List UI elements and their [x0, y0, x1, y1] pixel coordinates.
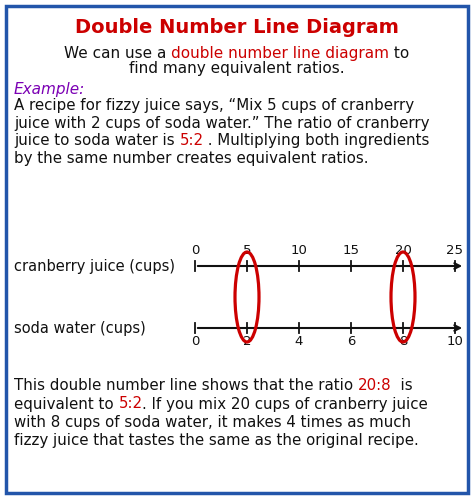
Text: cranberry juice (cups): cranberry juice (cups) — [14, 258, 175, 273]
Text: juice to soda water is: juice to soda water is — [14, 133, 179, 148]
Text: with 8 cups of soda water, it makes 4 times as much: with 8 cups of soda water, it makes 4 ti… — [14, 415, 411, 430]
Text: 5:2: 5:2 — [118, 397, 143, 412]
Text: 20: 20 — [394, 244, 411, 257]
Text: juice with 2 cups of soda water.” The ratio of cranberry: juice with 2 cups of soda water.” The ra… — [14, 115, 429, 131]
Text: is: is — [392, 378, 413, 393]
Text: 20:8: 20:8 — [358, 378, 392, 393]
Text: 5:2: 5:2 — [179, 133, 203, 148]
Text: 4: 4 — [295, 335, 303, 348]
Text: 0: 0 — [191, 244, 199, 257]
Text: 10: 10 — [447, 335, 464, 348]
Text: A recipe for fizzy juice says, “Mix 5 cups of cranberry: A recipe for fizzy juice says, “Mix 5 cu… — [14, 98, 414, 113]
Text: 8: 8 — [399, 335, 407, 348]
Text: 15: 15 — [343, 244, 359, 257]
Text: 10: 10 — [291, 244, 308, 257]
Text: fizzy juice that tastes the same as the original recipe.: fizzy juice that tastes the same as the … — [14, 434, 419, 449]
FancyBboxPatch shape — [6, 6, 468, 493]
Text: . If you mix 20 cups of cranberry juice: . If you mix 20 cups of cranberry juice — [143, 397, 428, 412]
Text: We can use a: We can use a — [64, 46, 172, 61]
Text: Example:: Example: — [14, 82, 85, 97]
Text: by the same number creates equivalent ratios.: by the same number creates equivalent ra… — [14, 151, 368, 166]
Text: 2: 2 — [243, 335, 251, 348]
Text: 25: 25 — [447, 244, 464, 257]
Text: 0: 0 — [191, 335, 199, 348]
Text: . Multiplying both ingredients: . Multiplying both ingredients — [203, 133, 430, 148]
Text: to: to — [390, 46, 410, 61]
Text: This double number line shows that the ratio: This double number line shows that the r… — [14, 378, 358, 393]
Text: double number line diagram: double number line diagram — [172, 46, 390, 61]
Text: 5: 5 — [243, 244, 251, 257]
Text: equivalent to: equivalent to — [14, 397, 118, 412]
Text: Double Number Line Diagram: Double Number Line Diagram — [75, 18, 399, 37]
Text: soda water (cups): soda water (cups) — [14, 320, 146, 335]
Text: find many equivalent ratios.: find many equivalent ratios. — [129, 61, 345, 76]
Text: 6: 6 — [347, 335, 355, 348]
